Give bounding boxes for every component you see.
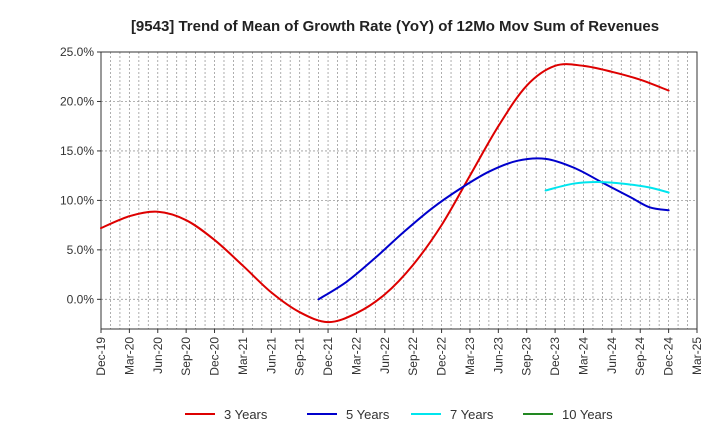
series-lines <box>100 63 670 324</box>
x-tick-label: Mar-21 <box>236 337 250 375</box>
x-tick-label: Dec-23 <box>548 337 562 376</box>
x-tick-label: Dec-24 <box>662 337 676 376</box>
x-tick-label: Mar-23 <box>463 337 477 375</box>
x-tick-label: Dec-21 <box>321 337 335 376</box>
legend: 3 Years 5 Years 7 Years 10 Years <box>185 407 613 422</box>
series-line-7-years <box>544 181 670 194</box>
legend-label-3-years: 3 Years <box>224 407 268 422</box>
x-tick-label: Jun-24 <box>605 337 619 374</box>
x-tick-label: Sep-23 <box>520 337 534 376</box>
plot-area-frame <box>100 51 698 330</box>
y-tick-label: 25.0% <box>60 45 94 59</box>
x-tick-label: Sep-20 <box>179 337 193 376</box>
x-tick-label: Mar-22 <box>349 337 363 375</box>
y-tick-label: 20.0% <box>60 94 94 108</box>
x-tick-label: Sep-22 <box>406 337 420 376</box>
legend-label-10-years: 10 Years <box>562 407 613 422</box>
series-line-5-years <box>317 157 670 301</box>
x-tick-label: Jun-23 <box>491 337 505 374</box>
x-tick-label: Mar-20 <box>122 337 136 375</box>
x-tick-label: Dec-20 <box>208 337 222 376</box>
series-line-3-years <box>100 63 670 324</box>
y-tick-label: 0.0% <box>67 292 95 306</box>
x-axis: Dec-19 Mar-20 Jun-20 Sep-20 Dec-20 Mar-21 Jun-… <box>94 329 704 376</box>
y-tick-label: 5.0% <box>67 243 95 257</box>
y-tick-label: 10.0% <box>60 193 94 207</box>
x-tick-label: Sep-24 <box>633 337 647 376</box>
chart-title: [9543] Trend of Mean of Growth Rate (YoY… <box>131 18 659 35</box>
x-tick-label: Mar-24 <box>576 337 590 375</box>
legend-label-5-years: 5 Years <box>346 407 390 422</box>
x-tick-label: Dec-19 <box>94 337 108 376</box>
x-tick-label: Sep-21 <box>293 337 307 376</box>
x-tick-label: Jun-20 <box>151 337 165 374</box>
x-tick-label: Jun-22 <box>378 337 392 374</box>
x-tick-label: Mar-25 <box>690 337 704 375</box>
x-tick-label: Dec-22 <box>435 337 449 376</box>
grid <box>101 52 697 329</box>
y-tick-label: 15.0% <box>60 144 94 158</box>
x-tick-label: Jun-21 <box>264 337 278 374</box>
legend-label-7-years: 7 Years <box>450 407 494 422</box>
y-axis: 0.0% 5.0% 10.0% 15.0% 20.0% 25.0% <box>60 45 101 306</box>
